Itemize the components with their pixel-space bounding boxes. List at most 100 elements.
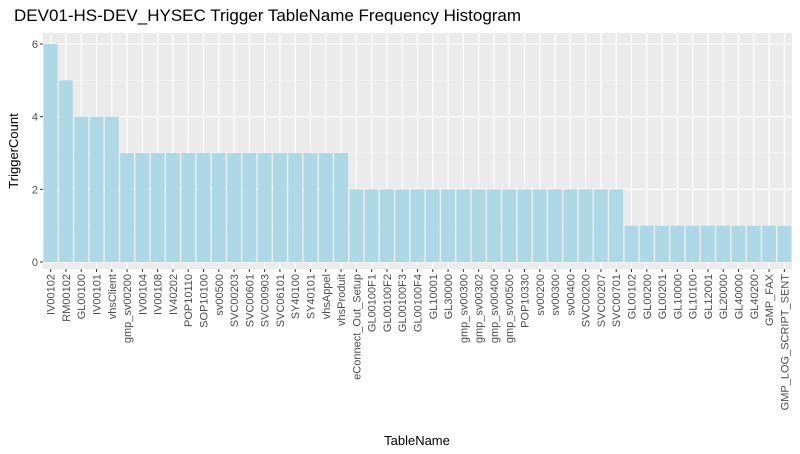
- x-tick-label: GMP_FAX: [764, 273, 776, 326]
- x-tick-label: IV00102: [46, 274, 58, 315]
- bar-IV00108: [150, 153, 165, 262]
- bar-POP10330: [517, 189, 532, 262]
- bar-SVC00701: [609, 189, 624, 262]
- x-tick-label: sv00300: [550, 274, 562, 316]
- x-tick-label: GL10001: [428, 274, 440, 319]
- bar-sv00500: [211, 153, 226, 262]
- x-tick-label: SVC00701: [611, 274, 623, 327]
- x-tick-label: GL00100F4: [413, 274, 425, 332]
- bar-vhsProduit: [334, 153, 348, 262]
- y-axis-label: TriggerCount: [6, 113, 21, 189]
- x-tick-label: sv00200: [535, 274, 547, 316]
- bar-sv00400: [563, 189, 578, 262]
- x-tick-label: gmp_sv00500: [504, 274, 516, 343]
- x-tick-label: vhsAppel: [321, 274, 333, 319]
- bar-SVC00207: [594, 189, 608, 262]
- bar-gmp_sv00200: [120, 153, 134, 262]
- x-tick-label: GL00100F3: [397, 274, 409, 332]
- x-tick-label: GL40000: [734, 274, 746, 319]
- bars: [43, 44, 792, 263]
- x-tick-label: GL00100F1: [367, 274, 379, 332]
- bar-GL10000: [670, 225, 685, 262]
- bar-gmp_sv00300: [456, 189, 471, 262]
- x-tick-label: SVC00203: [229, 274, 241, 327]
- x-axis: IV00102 RM00102 GL00100 IV00101 vhsClient gmp…: [46, 269, 791, 411]
- bar-SY40100: [288, 153, 303, 262]
- x-axis-label: TableName: [384, 433, 450, 448]
- bar-gmp_sv00400: [487, 189, 501, 262]
- bar-gmp_sv00302: [471, 189, 486, 262]
- x-tick-label: GL40200: [749, 274, 761, 319]
- x-tick-label: IV00101: [92, 274, 104, 315]
- x-tick-label: GL20000: [718, 274, 730, 319]
- x-tick-label: IV00104: [137, 274, 149, 315]
- y-tick-label: 0: [32, 257, 38, 269]
- x-tick-label: vhsProduit: [336, 274, 348, 326]
- x-tick-label: eConnect_Out_Setup: [351, 274, 363, 380]
- x-tick-label: IV40202: [168, 274, 180, 315]
- x-tick-label: SY40101: [306, 274, 318, 319]
- bar-IV00104: [135, 153, 150, 262]
- x-tick-label: GL12001: [703, 274, 715, 319]
- x-tick-label: sv00500: [214, 274, 226, 316]
- x-tick-label: GL00201: [657, 274, 669, 319]
- x-tick-label: vhsClient: [107, 274, 119, 319]
- bar-SVC00601: [242, 153, 257, 262]
- bar-GL12001: [701, 225, 715, 262]
- bar-GL00201: [655, 225, 669, 262]
- y-tick-label: 2: [32, 184, 38, 196]
- x-tick-label: GL00100F2: [382, 274, 394, 332]
- x-tick-label: SY40100: [290, 274, 302, 319]
- x-tick-label: SVC00200: [581, 274, 593, 327]
- bar-SVC00203: [227, 153, 241, 262]
- x-tick-label: gmp_sv00300: [458, 274, 470, 343]
- x-tick-label: SVC00207: [596, 274, 608, 327]
- bar-vhsAppel: [318, 153, 333, 262]
- bar-GL30000: [441, 189, 455, 262]
- bar-GL00100F4: [410, 189, 425, 262]
- bar-IV40202: [166, 153, 180, 262]
- x-tick-label: GL30000: [443, 274, 455, 319]
- bar-GL00100: [74, 116, 89, 263]
- x-tick-label: POP10330: [520, 274, 532, 328]
- y-tick-label: 4: [32, 112, 38, 124]
- x-tick-label: GL00200: [642, 274, 654, 319]
- x-tick-label: gmp_sv00302: [474, 274, 486, 343]
- x-tick-label: GMP_LOG_SCRIPT_SENT: [779, 274, 791, 411]
- bar-IV00101: [89, 116, 104, 263]
- x-tick-label: SVC06101: [275, 274, 287, 327]
- y-tick-label: 6: [32, 39, 38, 51]
- x-tick-label: GL00100: [76, 274, 88, 319]
- bar-SVC06101: [273, 153, 287, 262]
- bar-sv00200: [532, 189, 547, 262]
- bar-eConnect_Out_Setup: [349, 189, 364, 262]
- bar-GL00100F2: [380, 189, 394, 262]
- bar-SVC00200: [578, 189, 593, 262]
- bar-GL00100F1: [364, 189, 379, 262]
- x-tick-label: RM00102: [61, 274, 73, 322]
- bar-POP10110: [181, 153, 196, 262]
- x-tick-label: gmp_sv00400: [489, 274, 501, 343]
- x-tick-label: POP10110: [183, 274, 195, 327]
- bar-GMP_FAX: [762, 225, 776, 262]
- bar-GL40200: [746, 225, 761, 262]
- x-tick-label: GL10100: [688, 274, 700, 319]
- x-tick-label: GL00102: [627, 274, 639, 319]
- bar-vhsClient: [104, 116, 119, 263]
- bar-RM00102: [59, 80, 73, 262]
- chart-title: DEV01-HS-DEV_HYSEC Trigger TableName Fre…: [14, 6, 522, 25]
- x-tick-label: SVC00903: [260, 274, 272, 327]
- bar-sv00300: [548, 189, 562, 262]
- x-tick-label: gmp_sv00200: [122, 274, 134, 343]
- bar-GL20000: [716, 225, 731, 262]
- x-tick-label: GL10000: [672, 274, 684, 319]
- bar-GL00100F3: [395, 189, 410, 262]
- bar-GL10001: [425, 189, 440, 262]
- bar-SY40101: [303, 153, 318, 262]
- bar-GL00200: [639, 225, 654, 262]
- bar-GL00102: [624, 225, 639, 262]
- bar-GMP_LOG_SCRIPT_SENT: [777, 225, 792, 262]
- x-tick-label: SVC00601: [244, 274, 256, 327]
- bar-IV00102: [43, 44, 58, 262]
